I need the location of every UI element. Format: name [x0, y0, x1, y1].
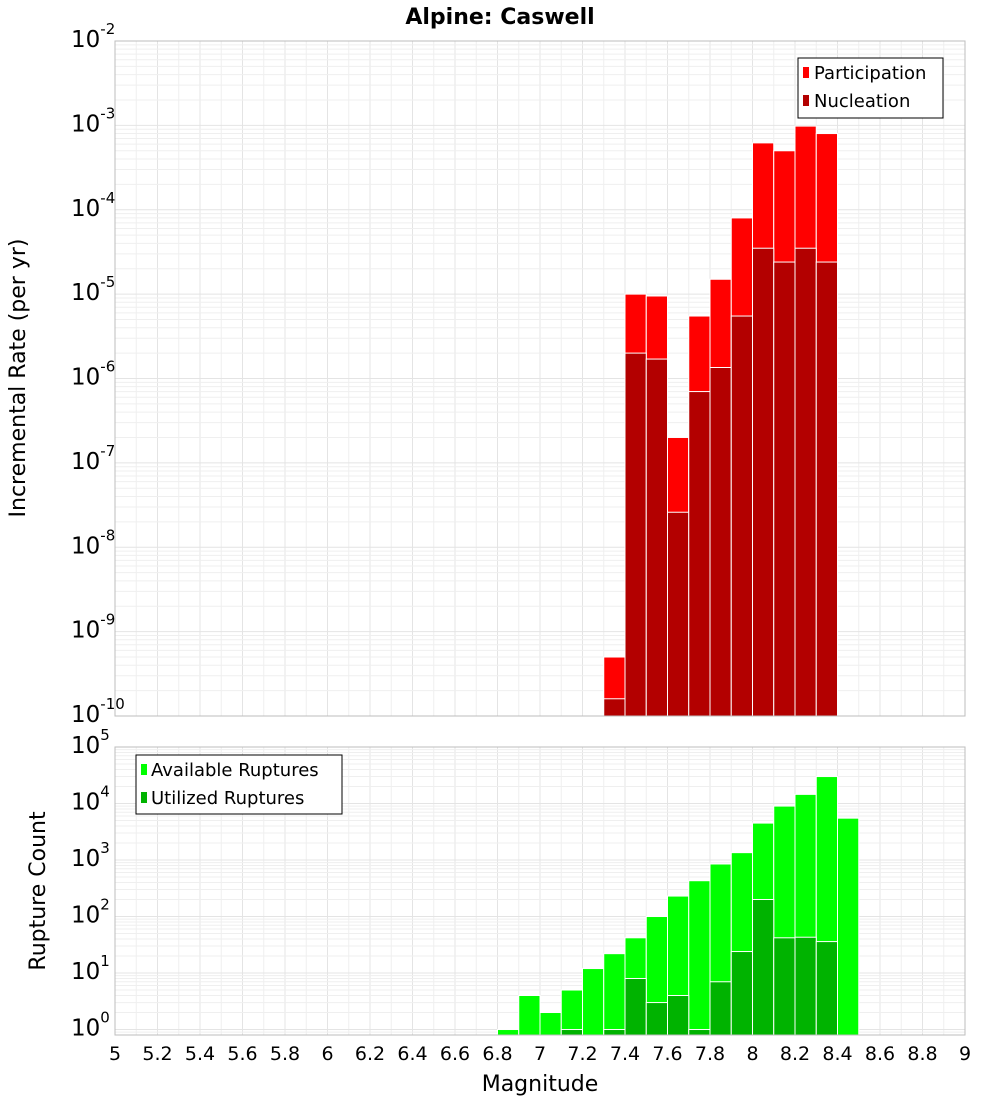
bar-available-ruptures	[560, 989, 583, 1036]
bar-nucleation	[709, 367, 732, 717]
x-tick-label: 7.6	[652, 1043, 682, 1065]
y-tick-label: 10-9	[71, 611, 115, 644]
top-y-axis-label: Incremental Rate (per yr)	[6, 239, 31, 518]
x-tick-label: 6.4	[397, 1043, 427, 1065]
y-tick-label: 105	[71, 726, 110, 759]
x-tick-labels: 5 5.2 5.4 5.6 5.8 6 6.2 6.4 6.6 6.8 7 7.2 7.4 7.6 7.8 8…	[109, 1043, 971, 1065]
y-tick-label: 100	[71, 1009, 110, 1042]
x-tick-label: 6.2	[355, 1043, 385, 1065]
bar-utilized-ruptures	[773, 937, 796, 1036]
top-y-tick-labels: 10-10 10-9 10-8 10-7 10-6 10-5 10-4 10-3 10-2	[71, 20, 125, 728]
legend-label-available: Available Ruptures	[151, 760, 319, 781]
top-bars	[603, 125, 838, 717]
bar-utilized-ruptures	[688, 1029, 711, 1036]
bar-utilized-ruptures	[730, 951, 753, 1036]
y-tick-label: 101	[71, 952, 110, 985]
x-tick-label: 7	[534, 1043, 546, 1065]
y-tick-label: 10-2	[71, 20, 115, 53]
y-tick-label: 10-8	[71, 526, 115, 559]
top-legend: Participation Nucleation	[797, 57, 944, 119]
x-tick-label: 8.8	[907, 1043, 937, 1065]
bar-available-ruptures	[518, 995, 541, 1036]
y-tick-label: 10-5	[71, 273, 115, 306]
bottom-plot-panel: 100 101 102 103 104 105 5 5.2 5.4 5.6 5.8 6 6.2 6.4 6…	[26, 726, 971, 1097]
bar-utilized-ruptures	[815, 941, 838, 1036]
bar-nucleation	[730, 315, 753, 717]
bar-utilized-ruptures	[709, 981, 732, 1036]
legend-label-nucleation: Nucleation	[814, 91, 910, 112]
x-tick-label: 5	[109, 1043, 121, 1065]
legend-label-utilized: Utilized Ruptures	[151, 788, 304, 809]
y-tick-label: 104	[71, 783, 110, 816]
x-axis-label: Magnitude	[482, 1072, 599, 1097]
bar-available-ruptures	[539, 1012, 562, 1036]
x-tick-label: 8.6	[865, 1043, 895, 1065]
bottom-plot-border	[114, 746, 966, 1036]
bar-available-ruptures	[603, 953, 626, 1036]
legend-swatch-nucleation	[803, 95, 809, 106]
bar-nucleation	[794, 247, 817, 717]
bottom-y-axis-label: Rupture Count	[26, 811, 51, 971]
bar-nucleation	[773, 261, 796, 717]
y-tick-label: 102	[71, 896, 110, 929]
x-tick-label: 5.4	[185, 1043, 215, 1065]
bar-utilized-ruptures	[560, 1029, 583, 1036]
bar-nucleation	[667, 511, 690, 717]
bar-utilized-ruptures	[752, 899, 775, 1036]
x-tick-label: 6	[321, 1043, 333, 1065]
top-legend-box	[797, 57, 944, 119]
bar-nucleation	[815, 261, 838, 717]
top-plot-panel: 10-10 10-9 10-8 10-7 10-6 10-5 10-4 10-3 10-2 In…	[6, 20, 966, 728]
bar-utilized-ruptures	[624, 977, 647, 1036]
bar-nucleation	[603, 698, 626, 717]
bar-nucleation	[752, 247, 775, 717]
bottom-bars	[497, 776, 860, 1036]
y-tick-label: 10-10	[71, 695, 125, 728]
bar-utilized-ruptures	[603, 1029, 626, 1036]
x-tick-label: 6.8	[482, 1043, 512, 1065]
x-tick-label: 7.4	[610, 1043, 640, 1065]
x-tick-label: 7.2	[567, 1043, 597, 1065]
x-tick-label: 8.2	[780, 1043, 810, 1065]
x-tick-label: 7.8	[695, 1043, 725, 1065]
bar-available-ruptures	[688, 880, 711, 1036]
y-tick-label: 103	[71, 839, 110, 872]
bar-available-ruptures	[837, 817, 860, 1036]
chart-title: Alpine: Caswell	[405, 5, 594, 30]
bar-nucleation	[688, 391, 711, 717]
x-tick-label: 9	[959, 1043, 971, 1065]
x-tick-label: 6.6	[440, 1043, 470, 1065]
x-tick-label: 5.2	[142, 1043, 172, 1065]
top-grid	[114, 40, 966, 717]
bar-utilized-ruptures	[794, 936, 817, 1036]
y-tick-label: 10-7	[71, 442, 115, 475]
bar-utilized-ruptures	[667, 995, 690, 1036]
y-tick-label: 10-3	[71, 104, 115, 137]
y-tick-label: 10-6	[71, 358, 115, 391]
bar-available-ruptures	[497, 1029, 520, 1036]
top-plot-border	[114, 40, 966, 717]
bar-nucleation	[624, 352, 647, 717]
legend-swatch-participation	[803, 67, 809, 78]
legend-swatch-utilized	[141, 792, 147, 803]
x-tick-label: 5.8	[270, 1043, 300, 1065]
legend-swatch-available	[141, 764, 147, 775]
bottom-legend: Available Ruptures Utilized Ruptures	[135, 754, 343, 815]
x-tick-label: 5.6	[227, 1043, 257, 1065]
x-tick-label: 8	[746, 1043, 758, 1065]
bottom-legend-box	[135, 754, 343, 815]
bar-utilized-ruptures	[645, 1002, 668, 1036]
bar-available-ruptures	[582, 968, 605, 1036]
bottom-y-tick-labels: 100 101 102 103 104 105	[71, 726, 110, 1042]
legend-label-participation: Participation	[814, 63, 926, 84]
bar-nucleation	[645, 358, 668, 717]
x-tick-label: 8.4	[822, 1043, 852, 1065]
y-tick-label: 10-4	[71, 189, 115, 222]
